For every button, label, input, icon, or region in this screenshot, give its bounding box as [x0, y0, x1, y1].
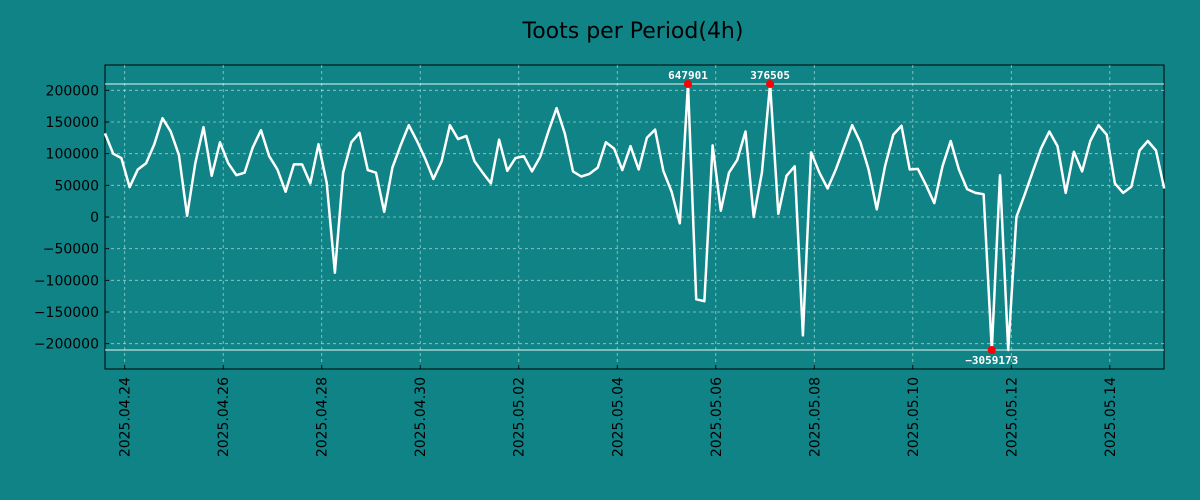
x-tick-label: 2025.05.08 [807, 377, 823, 457]
outlier-label: −3059173 [965, 354, 1018, 367]
x-tick-label: 2025.05.14 [1103, 377, 1119, 457]
outlier-marker [683, 80, 692, 88]
x-tick-label: 2025.04.26 [216, 377, 232, 457]
x-tick-label: 2025.05.06 [709, 377, 725, 457]
x-axis: 2025.04.24 2025.04.26 2025.04.28 2025.04.30… [118, 365, 1119, 457]
x-tick-label: 2025.05.02 [512, 377, 528, 457]
y-tick-label: −150000 [34, 305, 99, 321]
y-tick-label: −100000 [34, 273, 99, 289]
x-tick-label: 2025.05.10 [906, 377, 922, 457]
x-tick-label: 2025.04.24 [118, 377, 134, 457]
x-tick-label: 2025.04.28 [315, 377, 331, 457]
outlier-label: 647901 [668, 69, 708, 82]
series [103, 82, 1166, 352]
y-tick-label: −200000 [34, 337, 99, 353]
x-tick-label: 2025.04.30 [413, 377, 429, 457]
outlier-marker [766, 80, 775, 88]
y-tick-label: 150000 [46, 115, 99, 131]
y-tick-label: 50000 [54, 178, 99, 194]
x-tick-label: 2025.05.12 [1004, 377, 1020, 457]
outlier-label: 376505 [750, 69, 790, 82]
markers: 647901 376505 −3059173 [668, 69, 1018, 367]
y-tick-label: 100000 [46, 147, 99, 163]
reference-lines [105, 83, 1164, 351]
chart-title: Toots per Period(4h) [522, 19, 744, 44]
y-tick-label: 0 [90, 210, 99, 226]
series-line-toots [103, 82, 1166, 352]
y-axis: 200000 150000 100000 50000 0 −50000 −100000 −15… [34, 83, 109, 353]
outlier-marker [987, 346, 996, 354]
y-tick-label: 200000 [46, 83, 99, 99]
y-tick-label: −50000 [43, 242, 99, 258]
x-tick-label: 2025.05.04 [610, 377, 626, 457]
